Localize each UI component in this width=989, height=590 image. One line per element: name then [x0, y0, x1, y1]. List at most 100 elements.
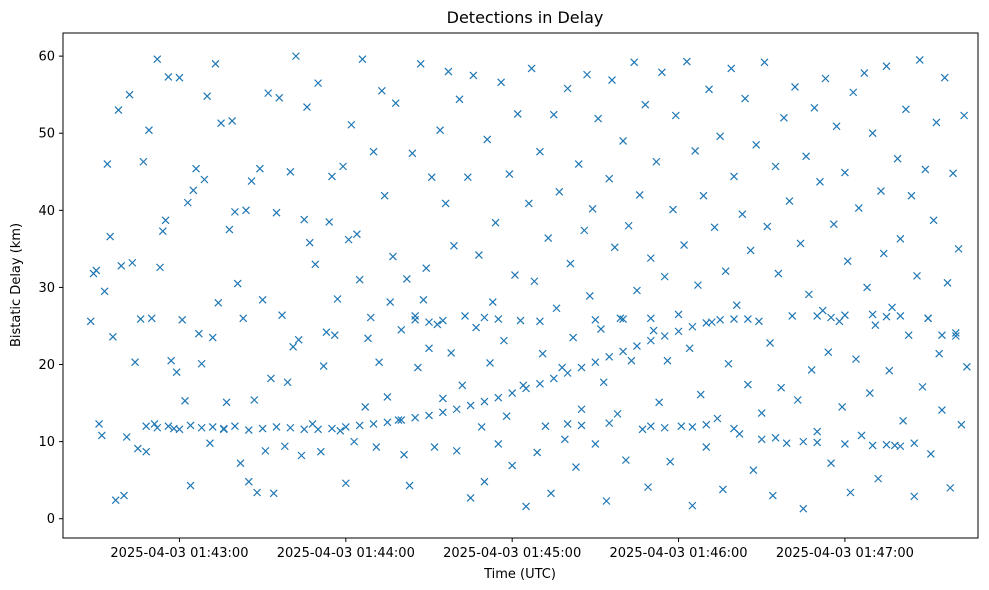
data-point	[86, 317, 95, 326]
data-point	[508, 389, 517, 397]
plot-area	[86, 52, 971, 513]
data-point	[400, 450, 408, 459]
data-point	[303, 103, 311, 111]
data-point	[95, 419, 103, 428]
data-point	[863, 283, 872, 292]
data-point	[713, 414, 722, 423]
data-point	[602, 497, 611, 505]
data-point	[827, 313, 835, 322]
data-point	[250, 396, 259, 404]
data-point	[361, 403, 370, 411]
data-point	[425, 411, 433, 420]
data-point	[924, 314, 933, 323]
data-point	[588, 204, 597, 213]
data-point	[777, 383, 786, 392]
data-point	[300, 215, 309, 224]
data-point	[907, 191, 916, 200]
data-point	[330, 331, 339, 340]
data-point	[624, 221, 633, 230]
x-axis: 2025-04-03 01:43:00 2025-04-03 01:44:00 20…	[110, 538, 914, 561]
data-point	[164, 73, 173, 81]
data-point	[444, 67, 453, 76]
data-point	[311, 260, 320, 269]
data-point	[197, 423, 206, 432]
data-point	[314, 425, 323, 434]
data-point	[951, 328, 960, 337]
data-point	[294, 335, 303, 344]
data-point	[910, 439, 919, 448]
data-point	[674, 310, 683, 319]
data-point	[494, 315, 503, 323]
data-point	[771, 162, 780, 171]
data-point	[278, 311, 286, 320]
y-tick-label: 60	[38, 50, 55, 65]
data-point	[375, 358, 384, 367]
data-point	[921, 165, 930, 174]
data-point	[691, 147, 700, 155]
data-point	[258, 295, 267, 304]
data-point	[616, 314, 625, 323]
data-point	[111, 496, 120, 505]
data-point	[264, 89, 273, 98]
data-point	[189, 186, 198, 195]
data-point	[183, 198, 192, 207]
data-point	[128, 258, 137, 267]
data-point	[383, 392, 392, 401]
data-point	[153, 55, 162, 64]
data-point	[474, 251, 483, 259]
data-point	[743, 380, 752, 389]
data-point	[641, 100, 650, 109]
data-point	[813, 312, 822, 320]
data-point	[896, 234, 905, 243]
data-point	[743, 315, 752, 323]
data-point	[416, 59, 425, 68]
data-point	[688, 322, 697, 331]
data-point	[244, 477, 253, 486]
data-point	[322, 328, 331, 337]
data-point	[161, 216, 170, 225]
data-point	[230, 422, 239, 431]
data-point	[882, 312, 891, 321]
data-point	[222, 398, 231, 407]
data-point	[535, 147, 544, 156]
data-point	[516, 316, 525, 325]
data-point	[535, 317, 544, 326]
data-point	[879, 249, 888, 258]
data-point	[336, 426, 345, 435]
data-point	[145, 126, 153, 135]
data-point	[499, 336, 508, 345]
data-point	[957, 420, 966, 429]
data-point	[547, 489, 555, 498]
data-point	[236, 459, 245, 468]
data-point	[896, 442, 905, 451]
data-point	[186, 481, 195, 490]
data-point	[463, 173, 472, 182]
data-point	[524, 199, 533, 208]
data-point	[885, 366, 894, 375]
data-point	[142, 422, 151, 431]
data-point	[868, 129, 877, 138]
data-point	[813, 427, 822, 436]
data-point	[563, 84, 572, 93]
data-point	[511, 271, 519, 280]
data-point	[613, 409, 622, 418]
data-point	[702, 420, 711, 429]
x-tick-label: 2025-04-03 01:44:00	[277, 546, 415, 561]
data-point	[488, 298, 497, 307]
data-point	[788, 312, 797, 320]
data-point	[541, 422, 550, 431]
data-point	[408, 149, 417, 158]
data-point	[630, 58, 639, 67]
data-point	[483, 135, 492, 144]
data-point	[333, 295, 342, 303]
data-point	[267, 374, 275, 383]
data-point	[782, 439, 791, 448]
data-point	[535, 379, 544, 388]
data-point	[716, 315, 725, 324]
data-point	[206, 439, 214, 448]
data-point	[419, 295, 428, 304]
data-point	[438, 408, 447, 417]
y-tick-label: 40	[38, 204, 55, 219]
data-point	[796, 239, 805, 248]
data-point	[552, 304, 561, 313]
